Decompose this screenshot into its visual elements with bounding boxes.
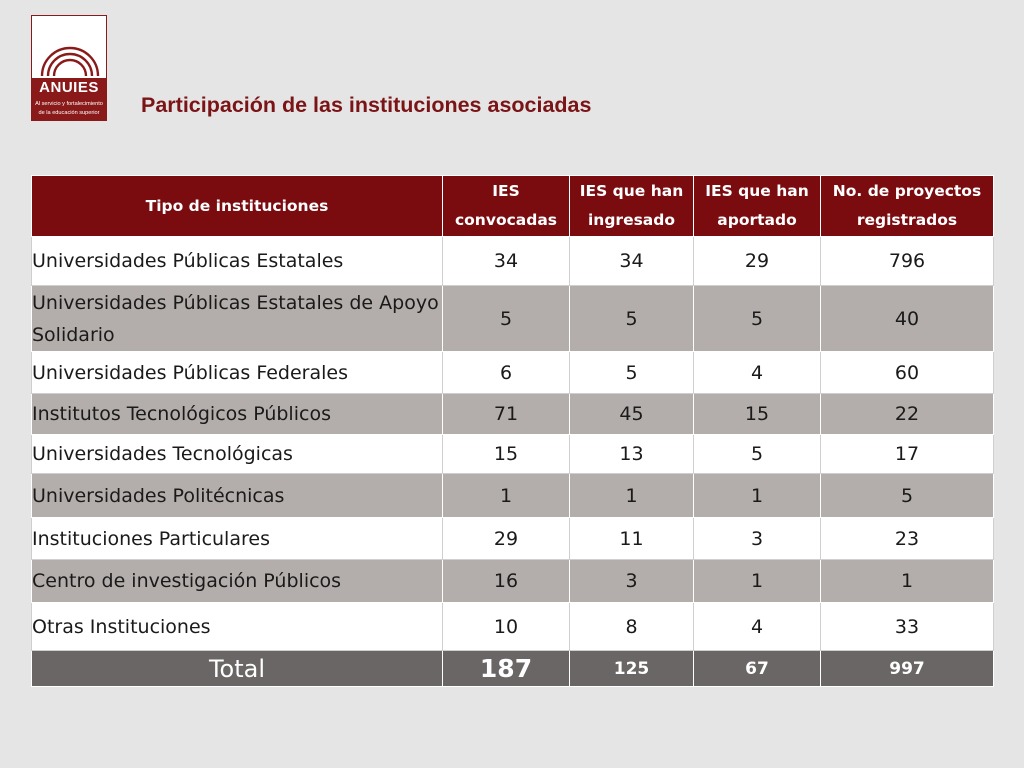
cell-ingresado: 1 bbox=[569, 473, 694, 518]
cell-tipo: Universidades Públicas Estatales bbox=[31, 236, 443, 286]
anuies-logo: ANUIES Al servicio y fortalecimiento de … bbox=[31, 15, 107, 121]
total-label: Total bbox=[31, 650, 443, 687]
cell-aportado: 5 bbox=[693, 285, 821, 352]
cell-convocadas: 15 bbox=[442, 434, 570, 474]
header-convocadas: IES convocadas bbox=[442, 175, 570, 237]
table-row: Instituciones Particulares 29 11 3 23 bbox=[31, 517, 994, 560]
total-convocadas: 187 bbox=[442, 650, 570, 687]
cell-proyectos: 17 bbox=[820, 434, 994, 474]
cell-aportado: 3 bbox=[693, 517, 821, 560]
cell-tipo: Universidades Politécnicas bbox=[31, 473, 443, 518]
cell-proyectos: 5 bbox=[820, 473, 994, 518]
cell-ingresado: 8 bbox=[569, 602, 694, 651]
table-row: Universidades Públicas Estatales 34 34 2… bbox=[31, 236, 994, 286]
cell-proyectos: 33 bbox=[820, 602, 994, 651]
cell-tipo: Universidades Públicas Federales bbox=[31, 351, 443, 394]
cell-tipo: Instituciones Particulares bbox=[31, 517, 443, 560]
institutions-table: Tipo de instituciones IES convocadas IES… bbox=[31, 175, 994, 687]
cell-convocadas: 71 bbox=[442, 393, 570, 435]
cell-convocadas: 29 bbox=[442, 517, 570, 560]
cell-convocadas: 6 bbox=[442, 351, 570, 394]
logo-arcs-icon bbox=[40, 46, 100, 77]
cell-convocadas: 16 bbox=[442, 559, 570, 603]
cell-aportado: 1 bbox=[693, 559, 821, 603]
logo-tagline-line-1: Al servicio y fortalecimiento bbox=[35, 101, 103, 107]
cell-proyectos: 40 bbox=[820, 285, 994, 352]
logo-tagline-line-2: de la educación superior bbox=[38, 110, 100, 116]
cell-aportado: 5 bbox=[693, 434, 821, 474]
header-ingresado: IES que han ingresado bbox=[569, 175, 694, 237]
total-proyectos: 997 bbox=[820, 650, 994, 687]
table-header-row: Tipo de instituciones IES convocadas IES… bbox=[31, 175, 994, 237]
cell-proyectos: 796 bbox=[820, 236, 994, 286]
cell-proyectos: 22 bbox=[820, 393, 994, 435]
cell-convocadas: 5 bbox=[442, 285, 570, 352]
cell-convocadas: 1 bbox=[442, 473, 570, 518]
cell-ingresado: 11 bbox=[569, 517, 694, 560]
cell-proyectos: 60 bbox=[820, 351, 994, 394]
cell-tipo: Universidades Públicas Estatales de Apoy… bbox=[31, 285, 443, 352]
cell-tipo: Universidades Tecnológicas bbox=[31, 434, 443, 474]
cell-convocadas: 10 bbox=[442, 602, 570, 651]
total-row: Total 187 125 67 997 bbox=[31, 650, 994, 687]
table-row: Universidades Públicas Estatales de Apoy… bbox=[31, 285, 994, 352]
cell-proyectos: 23 bbox=[820, 517, 994, 560]
cell-aportado: 4 bbox=[693, 602, 821, 651]
header-tipo: Tipo de instituciones bbox=[31, 175, 443, 237]
cell-tipo: Centro de investigación Públicos bbox=[31, 559, 443, 603]
table-row: Universidades Públicas Federales 6 5 4 6… bbox=[31, 351, 994, 394]
cell-ingresado: 3 bbox=[569, 559, 694, 603]
cell-aportado: 29 bbox=[693, 236, 821, 286]
table-row: Otras Instituciones 10 8 4 33 bbox=[31, 602, 994, 651]
total-aportado: 67 bbox=[693, 650, 821, 687]
table-row: Universidades Tecnológicas 15 13 5 17 bbox=[31, 434, 994, 474]
header-aportado: IES que han aportado bbox=[693, 175, 821, 237]
table-row: Centro de investigación Públicos 16 3 1 … bbox=[31, 559, 994, 603]
cell-ingresado: 45 bbox=[569, 393, 694, 435]
cell-ingresado: 5 bbox=[569, 351, 694, 394]
cell-aportado: 1 bbox=[693, 473, 821, 518]
cell-ingresado: 13 bbox=[569, 434, 694, 474]
logo-name: ANUIES bbox=[32, 78, 106, 98]
cell-tipo: Institutos Tecnológicos Públicos bbox=[31, 393, 443, 435]
total-ingresado: 125 bbox=[569, 650, 694, 687]
cell-proyectos: 1 bbox=[820, 559, 994, 603]
cell-convocadas: 34 bbox=[442, 236, 570, 286]
table-row: Institutos Tecnológicos Públicos 71 45 1… bbox=[31, 393, 994, 435]
cell-aportado: 15 bbox=[693, 393, 821, 435]
table-row: Universidades Politécnicas 1 1 1 5 bbox=[31, 473, 994, 518]
page-title: Participación de las instituciones asoci… bbox=[141, 93, 592, 117]
cell-tipo: Otras Instituciones bbox=[31, 602, 443, 651]
cell-ingresado: 5 bbox=[569, 285, 694, 352]
cell-aportado: 4 bbox=[693, 351, 821, 394]
logo-tagline: Al servicio y fortalecimiento de la educ… bbox=[32, 98, 106, 120]
header-proyectos: No. de proyectos registrados bbox=[820, 175, 994, 237]
cell-ingresado: 34 bbox=[569, 236, 694, 286]
